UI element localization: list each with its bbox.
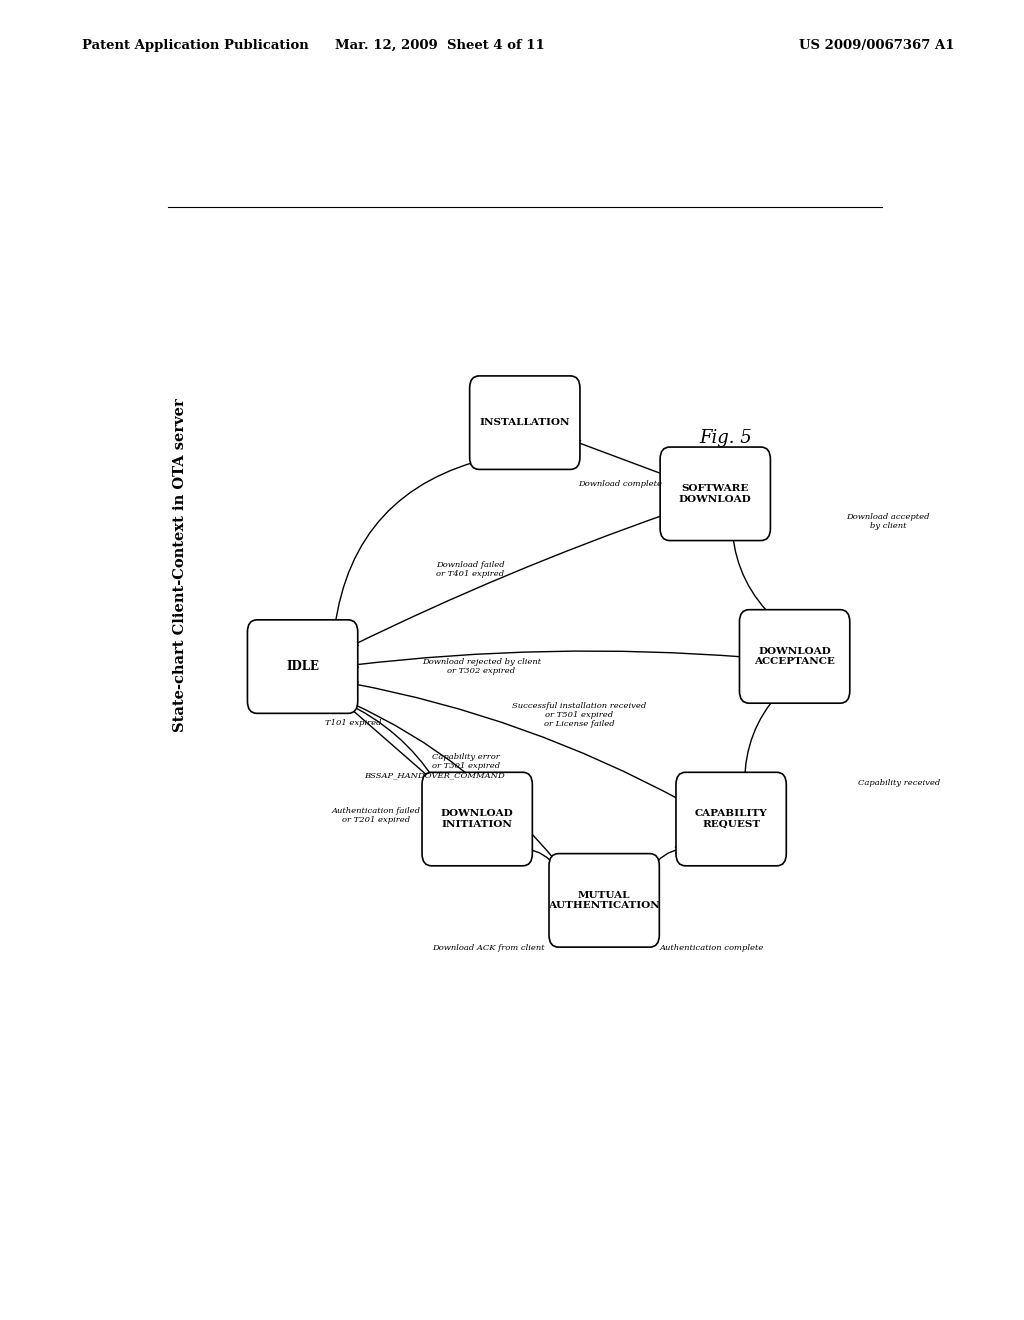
Text: Authentication failed
or T201 expired: Authentication failed or T201 expired [332,807,421,824]
Text: CAPABILITY
REQUEST: CAPABILITY REQUEST [695,809,767,829]
Text: Download ACK from client: Download ACK from client [432,944,545,952]
FancyBboxPatch shape [422,772,532,866]
Text: DOWNLOAD
ACCEPTANCE: DOWNLOAD ACCEPTANCE [755,647,835,667]
Text: Successful installation received
or T501 expired
or License failed: Successful installation received or T501… [512,702,646,729]
Text: Download accepted
by client: Download accepted by client [846,512,930,529]
Text: DOWNLOAD
INITIATION: DOWNLOAD INITIATION [440,809,514,829]
FancyBboxPatch shape [248,620,357,713]
Text: US 2009/0067367 A1: US 2009/0067367 A1 [799,38,954,51]
Text: Patent Application Publication: Patent Application Publication [82,38,308,51]
FancyBboxPatch shape [660,447,770,541]
Text: Capability received: Capability received [858,779,940,787]
Text: Capability error
or T301 expired: Capability error or T301 expired [432,754,501,771]
Text: SOFTWARE
DOWNLOAD: SOFTWARE DOWNLOAD [679,484,752,503]
Text: INSTALLATION: INSTALLATION [479,418,570,428]
Text: IDLE: IDLE [286,660,319,673]
Text: Download failed
or T401 expired: Download failed or T401 expired [436,561,505,578]
FancyBboxPatch shape [739,610,850,704]
Text: T101 expired: T101 expired [326,718,382,726]
Text: Mar. 12, 2009  Sheet 4 of 11: Mar. 12, 2009 Sheet 4 of 11 [336,38,545,51]
Text: State-chart Client-Context in OTA server: State-chart Client-Context in OTA server [173,399,186,731]
Text: Authentication complete: Authentication complete [659,944,764,952]
Text: Download rejected by client
or T302 expired: Download rejected by client or T302 expi… [422,657,541,676]
Text: Fig. 5: Fig. 5 [699,429,753,447]
Text: MUTUAL
AUTHENTICATION: MUTUAL AUTHENTICATION [548,891,660,909]
Text: BSSAP_HANDOVER_COMMAND: BSSAP_HANDOVER_COMMAND [365,771,505,779]
FancyBboxPatch shape [549,854,659,948]
FancyBboxPatch shape [470,376,580,470]
Text: Download complete: Download complete [578,479,663,487]
FancyBboxPatch shape [676,772,786,866]
